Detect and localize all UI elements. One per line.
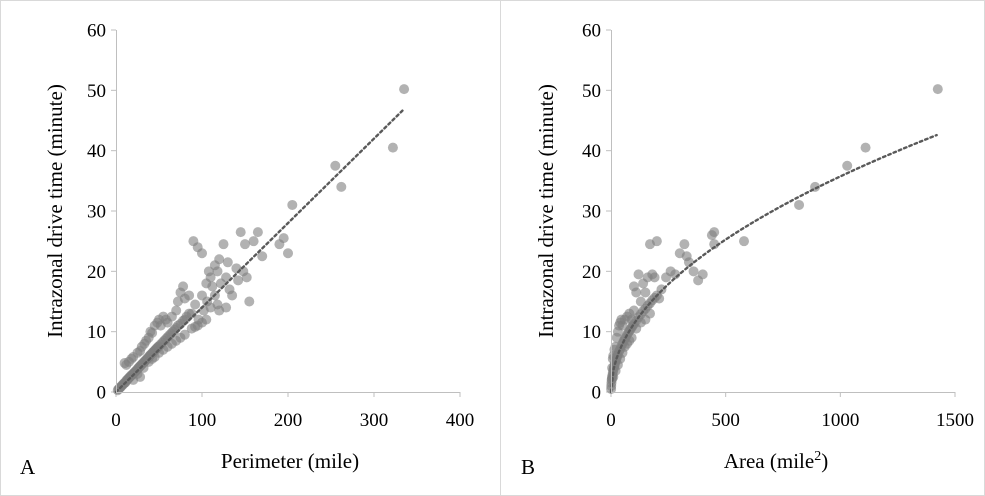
y-ticks-b: 0 10 20 30 40 50 60 [582,21,611,404]
panel-letter-a: A [20,455,36,479]
x-tick-label-a-1: 100 [188,410,217,431]
data-point-a-91 [184,290,195,301]
data-point-b-82 [654,293,665,304]
data-point-a-141 [287,199,298,210]
y-tick-label-a-5: 50 [87,81,106,102]
data-point-b-98 [794,199,805,210]
y-tick-label-b-6: 60 [582,21,601,42]
y-tick-label-b-3: 30 [582,202,601,223]
data-point-a-94 [135,371,146,382]
x-tick-label-a-4: 400 [446,410,475,431]
data-point-a-123 [221,272,232,283]
data-point-a-134 [244,296,255,307]
y-tick-label-a-6: 60 [87,21,106,42]
data-point-b-88 [679,239,690,250]
data-point-a-86 [171,305,182,316]
data-point-a-140 [283,248,293,259]
panel-b: Intrazonal drive time (minute) Area (mil… [521,21,974,480]
trendline-b [609,133,938,394]
data-point-b-102 [932,84,943,95]
points-b [606,84,943,394]
data-point-b-74 [635,296,646,307]
y-tick-label-b-1: 10 [582,322,601,343]
data-point-a-135 [248,236,259,247]
data-point-b-57 [628,305,639,316]
y-axis-label-b: Intrazonal drive time (minute) [534,84,558,338]
data-point-b-80 [649,272,660,283]
x-axis-label-b: Area (mile2) [724,449,828,473]
y-tick-label-a-4: 40 [87,141,106,162]
x-tick-label-a-2: 200 [274,410,303,431]
data-point-b-72 [631,287,642,298]
x-ticks-a: 0 100 200 300 400 [111,392,474,431]
y-ticks-a: 0 10 20 30 40 50 60 [87,21,116,404]
x-tick-label-b-3: 1500 [936,410,974,431]
y-tick-label-a-2: 20 [87,262,106,283]
x-tick-label-b-2: 1000 [821,410,859,431]
x-ticks-b: 0 500 1000 1500 [606,392,974,431]
data-point-b-70 [644,308,655,319]
data-point-b-97 [739,236,750,247]
y-tick-label-b-2: 20 [582,262,601,283]
points-a [112,84,410,396]
data-point-a-137 [257,251,268,262]
data-point-a-125 [222,257,233,268]
y-tick-label-a-1: 10 [87,322,106,343]
y-tick-label-b-0: 0 [592,383,602,404]
data-point-a-119 [212,266,223,277]
data-point-b-46 [610,341,621,352]
x-tick-label-b-0: 0 [606,410,616,431]
data-point-a-117 [207,281,218,292]
data-point-a-130 [235,227,246,238]
data-point-b-100 [842,160,853,171]
data-point-b-95 [709,227,720,238]
x-tick-label-b-1: 500 [711,410,740,431]
data-point-a-145 [399,84,410,95]
data-point-b-91 [688,266,699,277]
data-point-a-116 [205,272,216,283]
x-tick-label-a-0: 0 [111,410,121,431]
data-point-b-73 [633,269,644,280]
data-point-a-136 [252,227,263,238]
data-point-a-120 [214,254,225,265]
y-tick-label-b-5: 50 [582,81,601,102]
trendline-a [114,107,406,394]
data-point-a-89 [178,281,189,292]
data-point-a-143 [336,181,347,192]
x-tick-label-a-3: 300 [360,410,389,431]
panel-a: Intrazonal drive time (minute) Perimeter… [20,21,474,480]
data-point-a-105 [179,329,190,340]
data-point-a-148 [193,314,204,325]
data-point-b-76 [640,287,651,298]
y-tick-label-a-3: 30 [87,202,106,223]
data-point-a-129 [233,275,244,286]
data-point-a-127 [227,290,238,301]
data-point-a-122 [218,239,229,250]
y-tick-label-a-0: 0 [97,383,107,404]
x-axis-label-a: Perimeter (mile) [221,449,359,473]
data-point-a-113 [197,248,207,259]
data-point-a-144 [387,142,398,153]
data-point-a-147 [190,299,201,310]
data-point-a-110 [201,314,212,325]
panel-letter-b: B [521,455,535,479]
data-point-b-96 [709,239,720,250]
y-axis-label-a: Intrazonal drive time (minute) [43,84,67,338]
data-point-b-66 [626,332,637,343]
data-point-a-155 [214,305,225,316]
data-point-a-142 [330,160,341,171]
y-tick-label-b-4: 40 [582,141,601,162]
data-point-a-132 [240,239,250,250]
data-point-b-93 [697,269,708,280]
data-point-a-133 [241,272,252,283]
data-point-b-81 [651,236,662,247]
data-point-b-101 [860,142,871,153]
data-point-a-139 [278,233,289,244]
